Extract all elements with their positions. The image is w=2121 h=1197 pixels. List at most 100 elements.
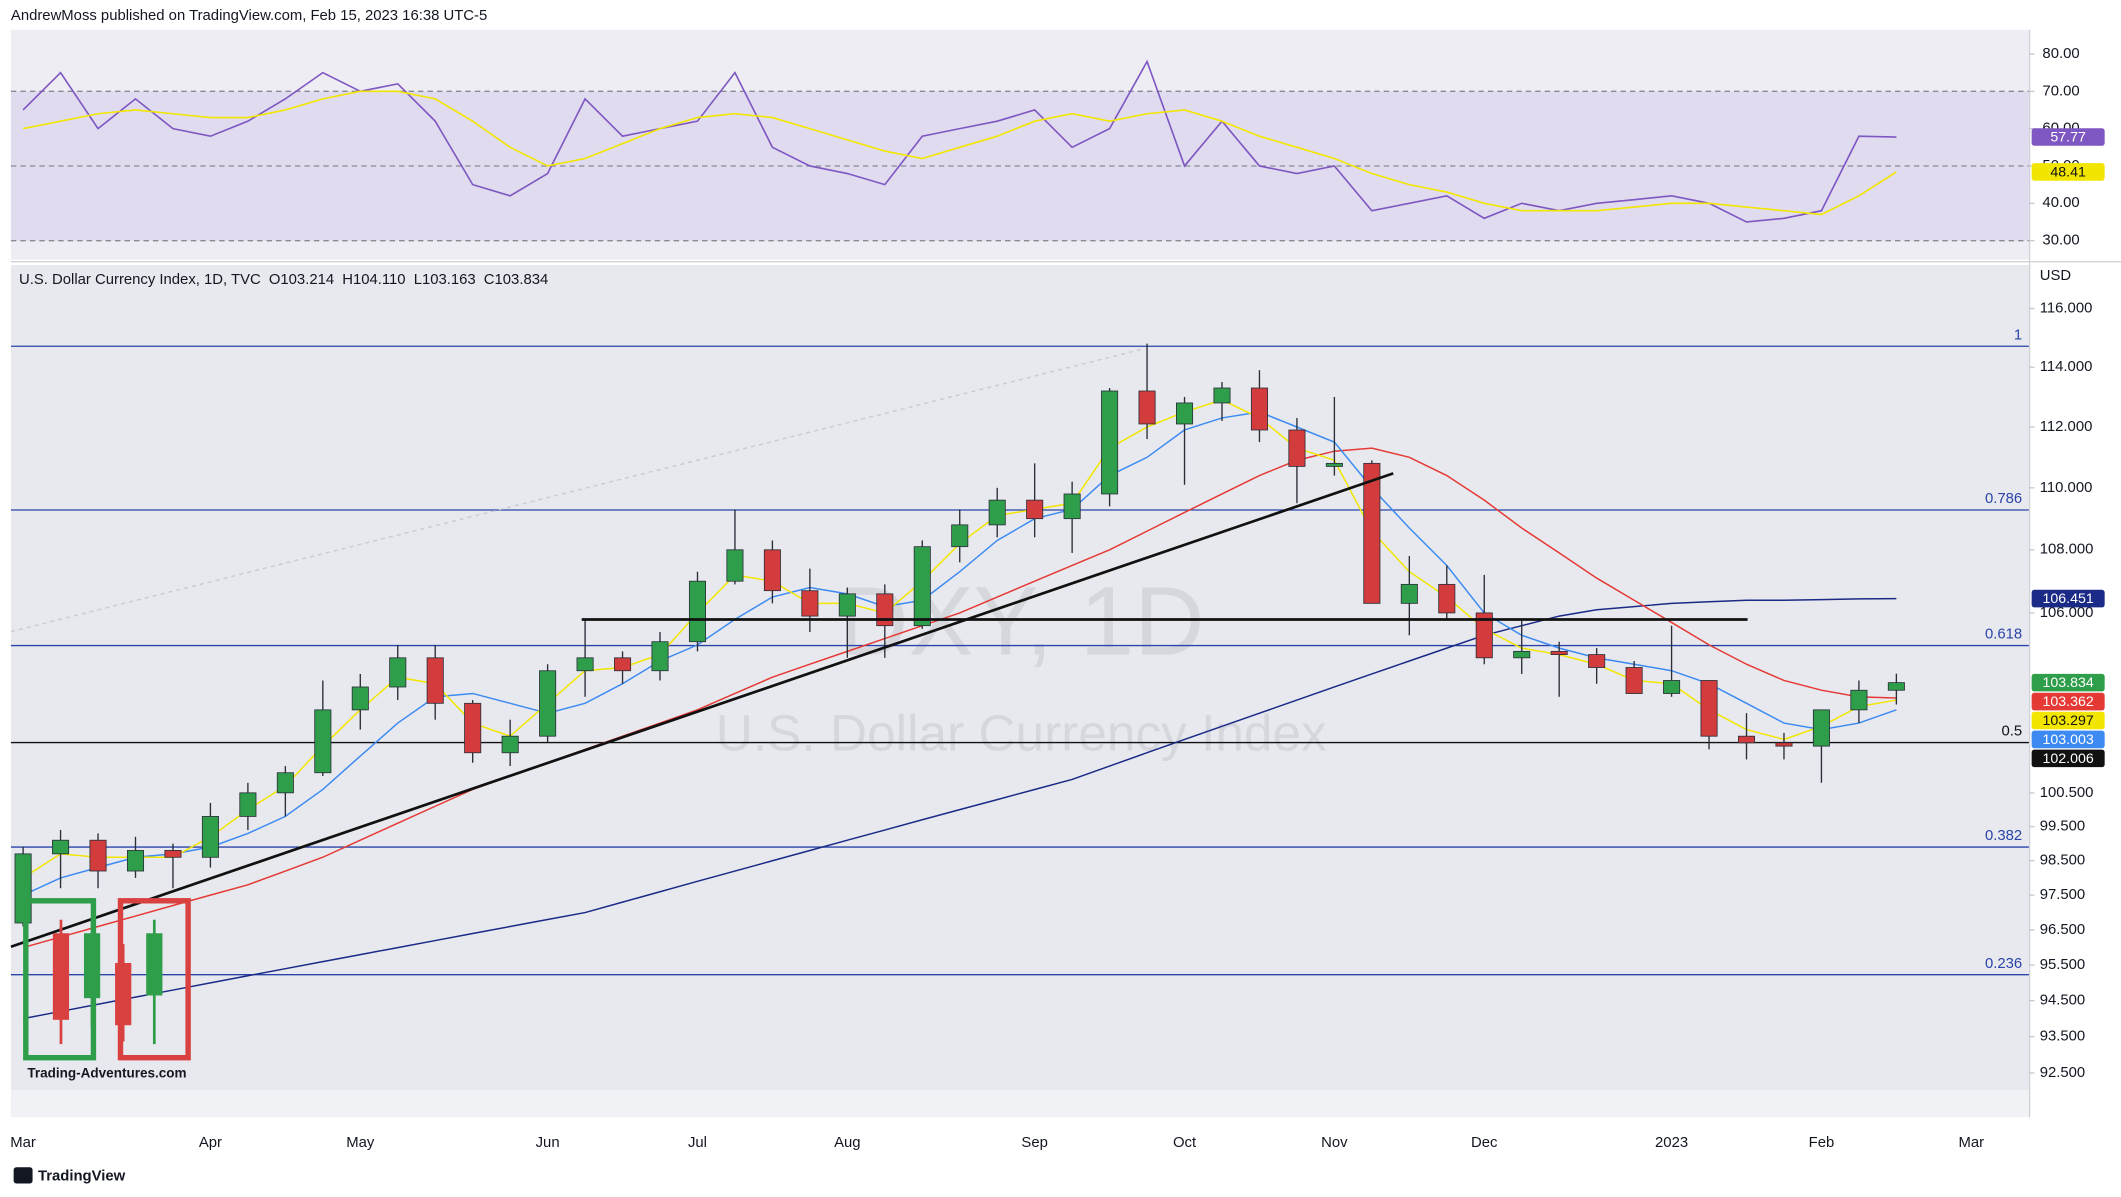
candle-body — [1176, 402, 1194, 425]
candle-body — [1625, 667, 1643, 694]
candle-body — [389, 657, 407, 688]
candle-body — [539, 670, 557, 737]
price-tag-label: 102.006 — [2042, 751, 2093, 767]
fib-label: 0.618 — [1985, 627, 2022, 643]
x-tick-label: Feb — [1809, 1135, 1835, 1151]
logo: Trading-Adventures.com — [23, 898, 191, 1080]
x-tick-label: May — [346, 1135, 375, 1151]
price-tag-label: 57.77 — [2050, 129, 2086, 145]
pane-footer — [10, 1090, 2029, 1118]
y-tick-label: 114.000 — [2040, 359, 2093, 375]
price-tag-label: 48.41 — [2050, 164, 2086, 180]
candle-body — [1063, 493, 1081, 520]
drawings — [10, 348, 1748, 949]
candle-body — [351, 686, 369, 711]
candle-body — [1775, 742, 1793, 747]
candle-body — [838, 593, 856, 617]
fib-label: 0.786 — [1985, 491, 2022, 507]
x-tick-label: Aug — [834, 1135, 860, 1151]
y-tick-label: 96.500 — [2040, 922, 2085, 938]
fib-label: 0.5 — [2001, 724, 2022, 740]
x-tick-label: Sep — [1021, 1135, 1047, 1151]
candle-body — [1213, 387, 1231, 404]
candle-body — [1513, 650, 1531, 659]
y-tick-label: 112.000 — [2040, 419, 2093, 435]
price-tag-label: 103.362 — [2042, 694, 2093, 710]
ohlc-value: O103.214 — [269, 272, 334, 288]
fib-label: 0.382 — [1985, 828, 2022, 844]
candle-body — [913, 546, 931, 627]
candle-body — [1325, 462, 1343, 467]
candle-body — [1850, 689, 1868, 711]
candle-body — [1550, 650, 1568, 655]
candle-body — [1288, 429, 1306, 467]
candle-body — [688, 580, 706, 643]
candle-body — [464, 702, 482, 754]
y-tick-label: 92.500 — [2040, 1065, 2085, 1081]
rsi-line — [22, 59, 1897, 223]
candle-body — [14, 853, 32, 924]
candle-body — [801, 590, 819, 617]
price-tag — [2031, 749, 2105, 768]
background-layer: DXY, 1D U.S. Dollar Currency Index — [10, 90, 2029, 976]
y-tick-label: 99.500 — [2040, 819, 2085, 835]
candle-body — [1250, 387, 1268, 431]
logo-candle — [146, 933, 163, 996]
y-tick-label: 93.500 — [2040, 1029, 2085, 1045]
y-tick-label: 108.000 — [2040, 542, 2094, 558]
candle-body — [501, 735, 519, 754]
candle-body — [314, 709, 332, 774]
marks-layer — [14, 59, 1905, 1020]
moving-average — [22, 447, 1897, 949]
moving-average — [22, 597, 1897, 1020]
x-tick-label: 2023 — [1655, 1135, 1688, 1151]
candle-body — [726, 549, 744, 582]
candle-body — [1887, 682, 1905, 691]
price-tag — [2031, 673, 2105, 692]
x-tick-label: Oct — [1173, 1135, 1197, 1151]
price-title: U.S. Dollar Currency Index, 1D, TVC — [19, 272, 261, 288]
y-tick-label: 80.00 — [2042, 46, 2079, 62]
candle-body — [876, 593, 894, 627]
candle-body — [988, 499, 1006, 526]
candle-body — [1138, 390, 1156, 425]
candle-body — [164, 850, 182, 858]
candle-body — [239, 792, 257, 817]
fib-label: 1 — [2014, 327, 2022, 343]
ohlc-value: C103.834 — [484, 272, 548, 288]
currency-label: USD — [2040, 268, 2072, 284]
candle-body — [576, 657, 594, 672]
y-tick-label: 98.500 — [2040, 853, 2085, 869]
price-tag — [2031, 711, 2105, 730]
logo-candle — [83, 933, 101, 999]
header: AndrewMoss published on TradingView.com,… — [11, 8, 487, 24]
y-tick-label: 100.500 — [2040, 785, 2094, 801]
candle-body — [951, 524, 969, 548]
y-tick-label: 97.500 — [2040, 887, 2085, 903]
watermark-symbol: DXY, 1D — [838, 567, 1204, 676]
price-pane — [10, 265, 2029, 1091]
footer: TradingView — [38, 1169, 126, 1185]
candle-body — [763, 549, 781, 592]
rsi-line — [22, 90, 1897, 216]
y-tick-label: 116.000 — [2040, 300, 2093, 316]
x-tick-label: Mar — [1959, 1135, 1985, 1151]
candle-body — [1663, 680, 1681, 694]
logo-candle — [115, 963, 132, 1026]
ohlc-value: H104.110 — [342, 272, 405, 288]
price-tag — [2031, 589, 2105, 608]
candle-body — [276, 772, 294, 794]
x-tick-label: Mar — [10, 1135, 36, 1151]
logo-candle — [52, 933, 70, 1020]
candle-body — [1700, 680, 1718, 737]
y-tick-label: 106.000 — [2040, 605, 2094, 621]
x-tick-label: Jul — [688, 1135, 707, 1151]
price-tag-label: 103.834 — [2042, 675, 2093, 691]
candle-body — [1026, 499, 1044, 520]
x-tick-label: Dec — [1471, 1135, 1498, 1151]
y-tick-label: 95.500 — [2040, 957, 2085, 973]
candle-body — [1101, 390, 1119, 495]
y-tick-label: 40.00 — [2042, 195, 2079, 211]
